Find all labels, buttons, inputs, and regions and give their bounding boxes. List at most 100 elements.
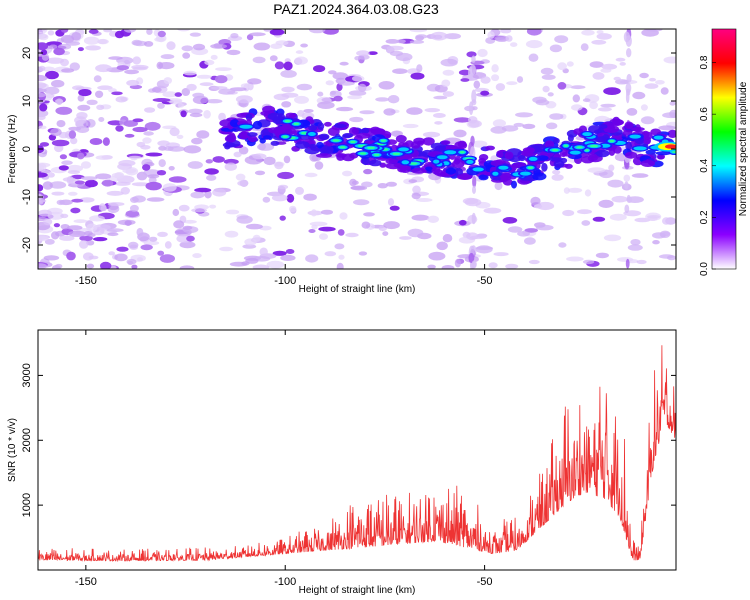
spectrogram-noise-blob [442,234,453,243]
spectrogram-noise-blob [415,34,428,39]
spectrogram-noise-blob [97,38,109,45]
snr-y-label: SNR (10 * v/v) [7,418,18,482]
spectrogram-noise-blob [115,96,128,103]
spectrogram-noise-blob [143,41,154,47]
spectrogram-noise-blob [317,91,324,97]
spectrogram-peak [399,159,412,166]
spectrogram-noise-blob [38,263,47,269]
spectrogram-noise-blob [204,168,219,175]
spectrogram-noise-blob [609,213,627,221]
spectrogram-noise-blob [623,174,631,182]
spectrogram-noise-blob [308,229,316,233]
spectrogram-ridge-blob [262,105,276,114]
spectrogram-noise-blob [108,56,123,60]
peak-mid [629,134,641,139]
spectrogram-noise-blob [477,48,488,58]
spectrogram-noise-blob [387,198,395,206]
spectrogram-noise-blob [61,160,73,165]
spectrogram-peak [524,164,537,171]
spectrogram-noise-blob [196,74,212,79]
spectrogram-noise-blob [53,223,61,228]
spectrogram-noise-blob [386,181,397,187]
y-tick-label: 1000 [21,493,33,517]
spectrogram-noise-blob [77,104,91,111]
peak-inner [563,144,569,147]
spectrogram-noise-blob [194,187,212,193]
spectrogram-noise-blob [71,32,82,41]
y-tick-label: 20 [21,47,33,59]
spectrogram-noise-blob [566,61,574,67]
peak-mid [472,167,484,172]
peak-inner [339,146,346,149]
spectrogram-noise-blob [295,50,304,54]
spectrogram-noise-blob [259,247,268,257]
spectrogram-noise-blob [669,101,676,106]
spectrogram-ridge-blob [220,127,237,132]
spectrogram-noise-blob [61,68,75,73]
spectrogram-noise-blob [70,207,81,214]
spectrogram-ridge-blob [263,135,272,140]
spectrogram-noise-blob [102,137,110,146]
spectrogram-noise-blob [247,78,262,85]
spectrogram-noise-blob [166,41,176,50]
spectrogram-ridge-blob [456,173,473,180]
x-tick-label: -150 [75,275,97,287]
spectrogram-panel: -150 -100 -50 20 10 0 -10 -20 Height of straig… [7,28,677,295]
spectrogram-noise-blob [123,120,138,127]
spectrogram-noise-blob [236,215,253,224]
spectrogram-noise-blob [363,168,373,175]
spectrogram-noise-blob [572,94,580,103]
spectrogram-ridge-blob [667,129,676,138]
spectrogram-streak-blob [626,73,632,83]
spectrogram-noise-blob [303,109,314,113]
y-tick-label: -20 [21,237,33,253]
spectrogram-noise-blob [51,191,65,196]
spectrogram-ridge-blob [411,167,427,174]
spectrogram-noise-blob [225,209,240,215]
spectrogram-noise-blob [392,68,408,74]
spectrogram-noise-blob [607,179,624,188]
peak-inner [373,153,380,157]
spectrogram-noise-blob [535,224,554,231]
peak-mid [633,146,647,151]
spectrogram-noise-blob [356,50,370,57]
snr-x-ticks: -150 -100 -50 [75,330,493,588]
spectrogram-noise-blob [337,229,345,236]
spectrogram-noise-blob [44,238,55,245]
spectrogram-noise-blob [218,88,236,95]
spectrogram-noise-blob [129,204,139,212]
spectrogram-noise-blob [336,106,354,112]
spectrogram-ridge-blob [525,147,535,154]
spectrogram-ridge-blob [588,125,602,134]
spectrogram-noise-blob [601,63,618,70]
spectrogram-noise-blob [130,196,139,203]
spectrogram-ridge-blob [518,154,526,162]
spectrogram-noise-blob [229,261,248,267]
spectrogram-ridge-blob [342,133,354,138]
spectrogram-noise-blob [245,257,259,264]
spectrogram-noise-blob [89,138,103,145]
peak-mid [520,171,531,176]
spectrogram-noise-blob [632,91,646,100]
spectrogram-noise-blob [68,191,78,196]
spectrogram-noise-blob [68,230,86,237]
spectrogram-noise-blob [283,155,291,164]
spectrogram-noise-blob [38,209,52,217]
peak-mid [433,159,440,164]
spectrogram-peak [335,144,350,151]
spectrogram-noise-blob [505,263,519,269]
spectrogram-noise-blob [480,90,490,96]
spectrogram-noise-blob [411,192,421,200]
spectrogram-noise-blob [636,259,647,265]
spectrogram-noise-blob [430,31,448,41]
spectrogram-ridge-blob [425,166,433,171]
spectrogram-noise-blob [257,143,275,151]
spectrogram-noise-blob [209,204,217,209]
spectrogram-noise-blob [44,86,60,95]
spectrogram-noise-blob [382,231,389,237]
colorbar-scale [712,29,736,269]
spectrogram-noise-blob [592,72,605,80]
spectrogram-ridge-blob [229,119,240,128]
spectrogram-ridge-blob [247,135,258,143]
spectrogram-noise-blob [106,190,124,196]
